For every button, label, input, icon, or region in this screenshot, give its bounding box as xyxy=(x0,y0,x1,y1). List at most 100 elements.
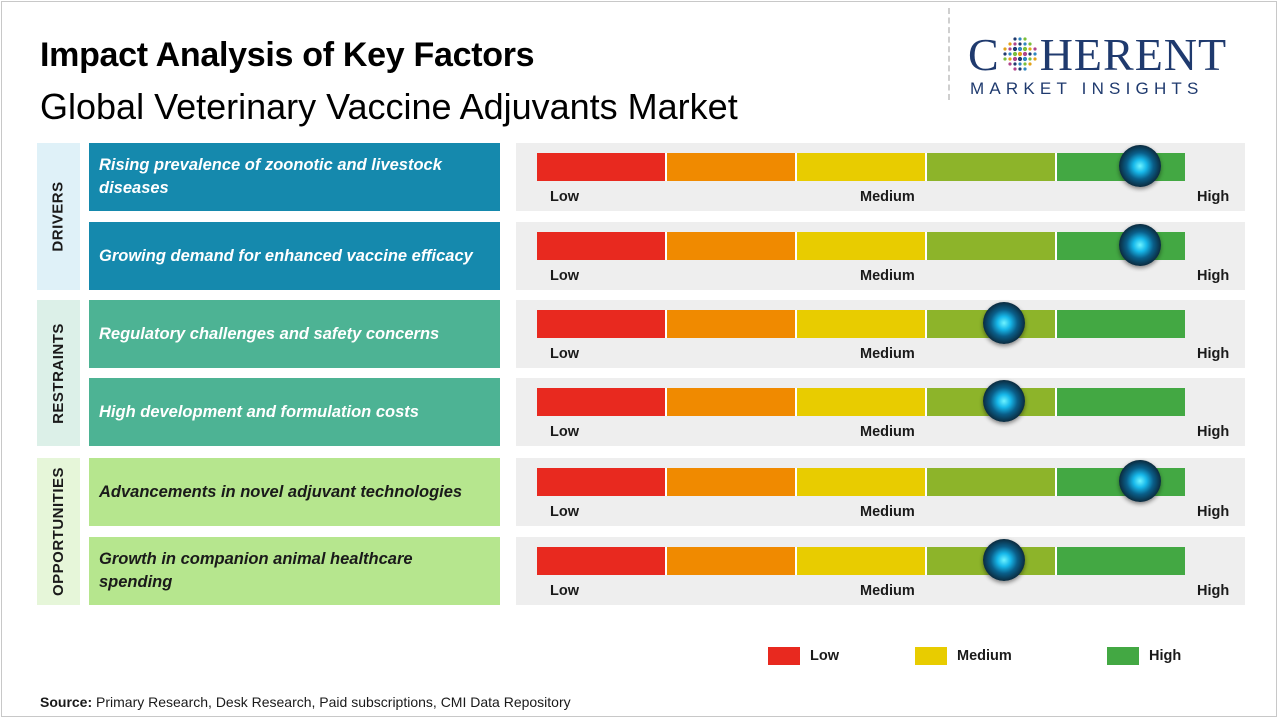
scale-segment-2 xyxy=(665,388,795,416)
source-text: Primary Research, Desk Research, Paid su… xyxy=(92,694,571,710)
logo-dot xyxy=(1013,42,1017,46)
scale-label-medium: Medium xyxy=(860,583,915,599)
scale-segment-1 xyxy=(537,310,665,338)
legend-item-low: Low xyxy=(768,647,839,665)
impact-scale-bar xyxy=(537,388,1185,416)
logo-dot xyxy=(1023,67,1027,71)
scale-segment-3 xyxy=(795,232,925,260)
legend-swatch xyxy=(915,647,947,665)
logo-dot xyxy=(1018,37,1022,41)
impact-gauge-panel: Low Medium High xyxy=(516,378,1245,446)
logo-dot xyxy=(1013,67,1017,71)
scale-label-high: High xyxy=(1197,268,1230,284)
logo-dot xyxy=(1012,46,1017,52)
legend-swatch xyxy=(1107,647,1139,665)
logo-dot xyxy=(1033,52,1037,56)
category-label-text: DRIVERS xyxy=(50,181,67,252)
impact-marker xyxy=(1118,460,1161,502)
logo-dot xyxy=(1022,46,1027,52)
logo-dot xyxy=(1022,56,1027,62)
scale-segment-1 xyxy=(537,153,665,181)
logo-dot xyxy=(1023,62,1027,66)
scale-segment-3 xyxy=(795,310,925,338)
legend-label: High xyxy=(1149,648,1182,664)
logo-dot xyxy=(1008,47,1012,51)
scale-segment-5 xyxy=(1055,388,1185,416)
legend-label: Medium xyxy=(957,648,1012,664)
scale-label-medium: Medium xyxy=(860,424,915,440)
impact-scale-bar xyxy=(537,310,1185,338)
impact-gauge-panel: Low Medium High xyxy=(516,300,1245,368)
logo-dot xyxy=(1028,57,1032,61)
scale-label-high: High xyxy=(1197,583,1230,599)
source-label: Source: xyxy=(40,694,93,710)
page-title: Impact Analysis of Key Factors xyxy=(40,36,535,74)
logo-dot xyxy=(1018,42,1022,46)
logo-dot xyxy=(1018,67,1022,71)
scale-segment-1 xyxy=(537,547,665,575)
logo-dot xyxy=(1033,47,1037,51)
scale-label-low: Low xyxy=(550,504,579,520)
logo-dot xyxy=(1003,52,1007,56)
scale-segment-5 xyxy=(1055,310,1185,338)
scale-label-medium: Medium xyxy=(860,268,915,284)
logo-dot xyxy=(1013,62,1017,66)
scale-segment-4 xyxy=(925,153,1055,181)
factor-label: Growing demand for enhanced vaccine effi… xyxy=(89,222,500,290)
factor-label: Advancements in novel adjuvant technolog… xyxy=(89,458,500,526)
impact-gauge-panel: Low Medium High xyxy=(516,458,1245,526)
scale-segment-4 xyxy=(925,232,1055,260)
logo-dot xyxy=(1017,51,1022,57)
logo-dot xyxy=(1028,62,1032,66)
logo-letter-c: C xyxy=(968,29,1000,80)
logo-dot xyxy=(1017,46,1022,52)
impact-gauge-panel: Low Medium High xyxy=(516,537,1245,605)
scale-label-high: High xyxy=(1197,346,1230,362)
scale-segment-3 xyxy=(795,468,925,496)
scale-label-medium: Medium xyxy=(860,346,915,362)
scale-segment-2 xyxy=(665,547,795,575)
factor-label: High development and formulation costs xyxy=(89,378,500,446)
scale-label-high: High xyxy=(1197,504,1230,520)
logo-dot xyxy=(1012,56,1017,62)
impact-marker xyxy=(982,302,1025,344)
impact-scale-bar xyxy=(537,153,1185,181)
logo-dot xyxy=(1028,47,1032,51)
impact-gauge-panel: Low Medium High xyxy=(516,222,1245,290)
category-label-restraints: RESTRAINTS xyxy=(37,300,80,446)
legend-swatch xyxy=(768,647,800,665)
scale-segment-3 xyxy=(795,547,925,575)
source-note: Source: Primary Research, Desk Research,… xyxy=(40,694,571,710)
logo-dot xyxy=(1008,42,1012,46)
scale-label-high: High xyxy=(1197,189,1230,205)
scale-label-low: Low xyxy=(550,189,579,205)
legend-label: Low xyxy=(810,648,839,664)
logo-dot xyxy=(1028,42,1032,46)
logo-dot xyxy=(1008,57,1012,61)
scale-segment-1 xyxy=(537,388,665,416)
logo-divider xyxy=(948,8,950,100)
impact-marker xyxy=(1118,145,1161,187)
page-subtitle: Global Veterinary Vaccine Adjuvants Mark… xyxy=(40,86,738,127)
logo-letters-herent: HERENT xyxy=(1039,29,1228,80)
logo-dot xyxy=(1008,62,1012,66)
scale-segment-2 xyxy=(665,468,795,496)
legend-item-medium: Medium xyxy=(915,647,1012,665)
company-logo: C HERENT xyxy=(968,30,1227,80)
scale-segment-2 xyxy=(665,310,795,338)
logo-tagline: MARKET INSIGHTS xyxy=(970,79,1204,98)
impact-scale-bar xyxy=(537,547,1185,575)
logo-dot xyxy=(1033,57,1037,61)
factor-label: Regulatory challenges and safety concern… xyxy=(89,300,500,368)
scale-segment-1 xyxy=(537,468,665,496)
legend: Low Medium High xyxy=(0,647,1280,667)
factor-label: Rising prevalence of zoonotic and livest… xyxy=(89,143,500,211)
logo-dot xyxy=(1012,51,1017,57)
scale-segment-5 xyxy=(1055,547,1185,575)
category-label-text: OPPORTUNITIES xyxy=(50,466,68,597)
scale-label-low: Low xyxy=(550,346,579,362)
scale-segment-3 xyxy=(795,153,925,181)
logo-dot xyxy=(1022,51,1027,57)
legend-item-high: High xyxy=(1107,647,1181,665)
